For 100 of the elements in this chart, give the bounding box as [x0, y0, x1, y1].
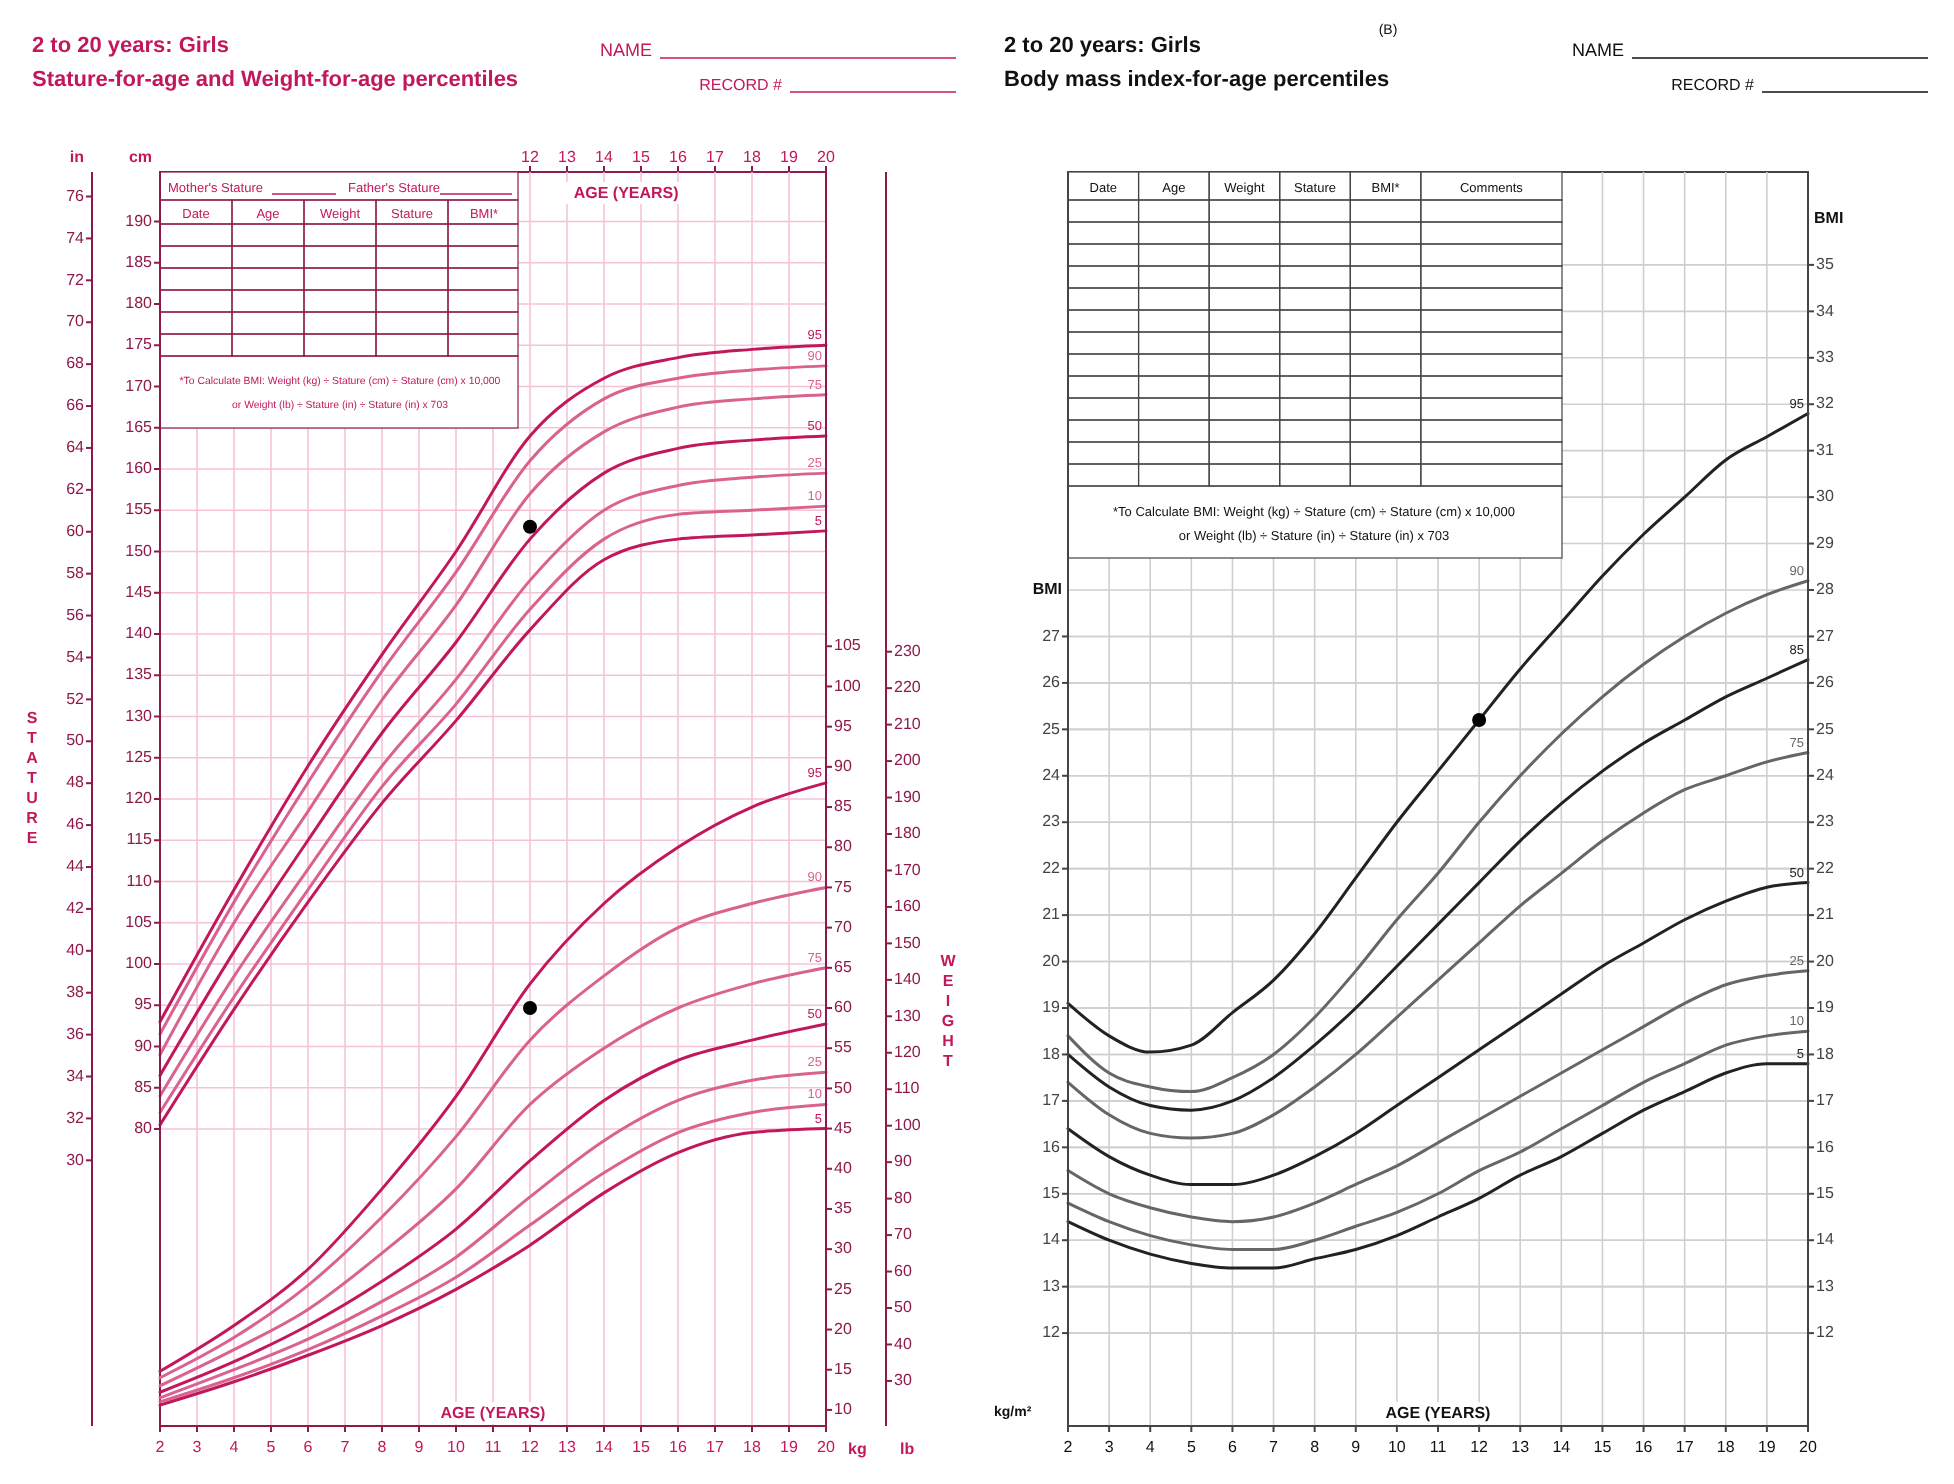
y-tick-label: 10: [834, 1400, 853, 1419]
y2-tick-label: 66: [66, 396, 86, 415]
x-tick-label: 12: [521, 1438, 540, 1456]
x-tick-label: 9: [414, 1438, 425, 1456]
y-tick-label: 100: [125, 954, 154, 973]
y-tick-label: 21: [1042, 905, 1062, 924]
x2-axis-title: AGE (YEARS): [573, 184, 680, 202]
y-tick-label: 80: [834, 837, 853, 856]
y-tick-label: 14: [1042, 1230, 1062, 1249]
y-tick-label: 15: [834, 1359, 853, 1378]
x2-tick-label: 15: [632, 148, 651, 166]
y2-tick-label: 230: [894, 641, 922, 660]
y-tick-label: 22: [1042, 858, 1062, 877]
y2-tick-label: 15: [1816, 1184, 1835, 1202]
text: kg: [848, 1440, 867, 1458]
x2-tick-label: 14: [595, 148, 614, 166]
y2-tick-label: 74: [66, 228, 86, 247]
y2-tick-label: 13: [1816, 1276, 1835, 1295]
x-tick-label: 13: [1511, 1438, 1531, 1456]
chart-subtitle: Body mass index-for-age percentiles: [1004, 68, 1390, 92]
x-tick-label: 6: [303, 1438, 314, 1456]
y-tick-label: 15: [1042, 1184, 1062, 1202]
y-tick-label: 45: [834, 1118, 853, 1137]
x-tick-label: 12: [1470, 1438, 1490, 1456]
x-tick-label: 10: [447, 1438, 466, 1456]
chart-title: 2 to 20 years: Girls: [1004, 34, 1201, 58]
y-tick-label: 13: [1042, 1276, 1062, 1295]
y2-tick-label: 33: [1816, 348, 1835, 366]
x-tick-label: 3: [1104, 1438, 1115, 1456]
x-tick-label: 16: [1634, 1438, 1654, 1456]
y-tick-label: 160: [125, 459, 154, 478]
y2-tick-label: 32: [66, 1108, 86, 1127]
y2-tick-label: 26: [1816, 673, 1835, 692]
y2-tick-label: 27: [1816, 626, 1835, 645]
y-tick-label: 40: [834, 1158, 853, 1177]
y2-tick-label: 32: [1816, 394, 1835, 413]
x-tick-label: 9: [1351, 1438, 1362, 1456]
y-tick-label: 145: [125, 582, 154, 601]
y2-tick-label: 100: [894, 1115, 922, 1134]
y2-tick-label: 36: [66, 1024, 86, 1043]
y-tick-label: 80: [134, 1119, 154, 1138]
y-tick-label: 105: [125, 912, 154, 931]
y2-tick-label: 28: [1816, 580, 1835, 599]
y-tick-label: 26: [1042, 673, 1062, 692]
y-tick-label: 19: [1042, 998, 1062, 1017]
y2-tick-label: 40: [894, 1334, 913, 1353]
y2-tick-label: 25: [1816, 719, 1835, 738]
x2-tick-label: 20: [817, 148, 836, 166]
y-tick-label: 155: [125, 500, 154, 519]
y2-tick-label: 180: [894, 824, 922, 843]
y-tick-label: 24: [1042, 766, 1062, 784]
y-tick-label: 85: [134, 1077, 154, 1096]
x-axis-title: AGE (YEARS): [440, 1404, 547, 1422]
y2-axis-title: STATURE: [26, 709, 39, 848]
y-tick-label: 55: [834, 1038, 853, 1057]
y-tick-label: 30: [834, 1239, 853, 1258]
x-tick-label: 18: [743, 1438, 762, 1456]
y2-tick-label: 52: [66, 689, 86, 708]
y2-tick-label: 210: [894, 714, 922, 733]
x-tick-label: 19: [780, 1438, 799, 1456]
y-tick-label: 12: [1042, 1323, 1062, 1342]
y-tick-label: 25: [834, 1279, 853, 1298]
x-tick-label: 8: [1310, 1438, 1321, 1456]
y2-tick-label: 30: [66, 1150, 86, 1169]
x-tick-label: 20: [817, 1438, 836, 1456]
text: in: [69, 148, 85, 166]
x-tick-label: 7: [340, 1438, 351, 1456]
x2-tick-label: 18: [743, 148, 762, 166]
y-tick-label: 150: [125, 541, 154, 560]
y2-tick-label: 140: [894, 970, 922, 989]
y2-tick-label: 76: [66, 186, 86, 205]
y-tick-label: 90: [134, 1036, 154, 1055]
y2-tick-label: 42: [66, 899, 86, 918]
x-tick-label: 19: [1757, 1438, 1777, 1456]
y2-tick-label: 44: [66, 857, 86, 876]
y2-tick-label: 160: [894, 897, 922, 916]
x-tick-label: 4: [1145, 1438, 1156, 1456]
y2-tick-label: 60: [66, 521, 86, 540]
y-tick-label: 175: [125, 335, 154, 354]
y2-tick-label: 24: [1816, 766, 1835, 784]
y-tick-label: 17: [1042, 1091, 1062, 1110]
y-tick-label: 65: [834, 958, 853, 977]
y2-tick-label: 34: [66, 1066, 86, 1085]
y2-tick-label: 18: [1816, 1044, 1835, 1063]
x-tick-label: 8: [377, 1438, 388, 1456]
x-tick-label: 18: [1716, 1438, 1736, 1456]
x2-tick-label: 16: [669, 148, 688, 166]
y2-tick-label: 21: [1816, 905, 1835, 924]
y2-axis-title: BMI: [1814, 208, 1844, 227]
y2-tick-label: 38: [66, 982, 86, 1001]
y-tick-label: 50: [834, 1078, 853, 1097]
y2-tick-label: 34: [1816, 301, 1835, 320]
y2-tick-label: 23: [1816, 812, 1835, 831]
y-tick-label: 75: [834, 877, 853, 896]
y2-tick-label: 80: [894, 1188, 913, 1207]
y2-tick-label: 12: [1816, 1323, 1835, 1342]
y2-tick-label: 220: [894, 678, 922, 697]
y2-axis-title: WEIGHT: [940, 952, 957, 1071]
x-tick-label: 16: [669, 1438, 688, 1456]
y-tick-label: 180: [125, 294, 154, 313]
